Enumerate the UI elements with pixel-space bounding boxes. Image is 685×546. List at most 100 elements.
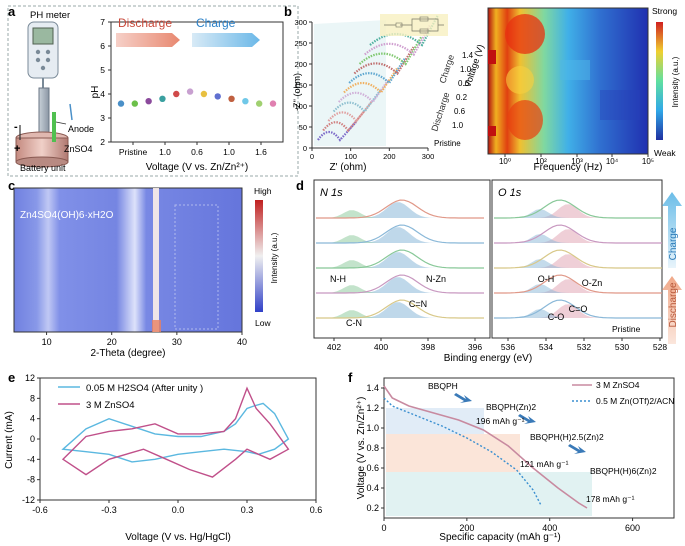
eis-voltage-tick: 0.2 [456,93,468,102]
discharge-label: Discharge [118,16,172,30]
e-plot-frame [39,377,317,501]
eis-voltage-tick: 1.0 [460,65,472,74]
o1s-peak [494,204,662,218]
eis-voltage-tick: 1.0 [452,121,464,130]
panel-a: PH meter Anode ZnSO4 Battery unit - + 2 3… [7,5,299,177]
f-capacity-2: 121 mAh g⁻¹ [520,459,569,469]
c-colorbar [255,200,263,312]
f-xtick-label: 0 [381,523,386,533]
ph-points [117,88,277,107]
eis-curve [327,99,374,123]
ph-xtick-label: 1.0 [159,147,171,157]
n1s-peak [316,285,484,293]
xps-peak-label: C=O [569,304,588,314]
xps-peak-label: O-Zn [582,278,603,288]
c-cbar-low: Low [255,318,271,328]
circuit-inset [380,14,448,36]
xps-peak-label: C-O [548,312,565,322]
f-ytick-label: 0.2 [366,503,379,513]
hm-xtick-label: 10⁵ [642,157,654,166]
eis-ytick-label: 300 [294,18,307,27]
eis-voltage-tick: 1.4 [462,51,474,60]
b-cbar-weak: Weak [654,148,676,158]
hm-xtick-label: 10⁴ [606,157,619,166]
f-legend-1: 3 M ZnSO4 [596,380,640,390]
d-xtick-label: 402 [327,342,341,352]
panel-letter-d: d [296,178,304,193]
eis-voltage-tick: 0.6 [458,79,470,88]
f-species-label: BBQPH(H)2.5(Zn)2 [530,432,604,442]
f-ylabel: Voltage (V vs. Zn/Zn²⁺) [356,397,367,500]
o1s-peak [494,304,662,318]
b-heatmap-features [488,14,640,140]
eis-xlabel: Z' (ohm) [330,162,367,173]
anode-label: Anode [68,124,94,134]
e-ytick-label: -12 [22,495,35,505]
d-pristine-label: Pristine [612,324,641,334]
d-xtick-label: 396 [468,342,482,352]
eis-ytick-label: 150 [294,81,307,90]
eis-discharge-label: Discharge [429,91,451,133]
f-ytick-label: 0.8 [366,443,379,453]
n1s-peak [316,302,484,318]
f-ytick-label: 0.6 [366,463,379,473]
c-heatmap [13,187,243,333]
ph-point [186,88,194,95]
o1s-envelope [494,224,662,244]
f-capacity-1: 196 mAh g⁻¹ [476,416,525,426]
ph-xtick-label: 1.6 [255,147,267,157]
ph-ytick-label: 5 [100,65,105,75]
ph-yticks: 2 3 4 5 6 7 [100,17,111,147]
o1s-title: O 1s [498,187,522,199]
f-series-acn [383,397,543,507]
eis-curve [369,14,439,47]
c-cbar-label: Intensity (a.u.) [270,232,279,283]
o1s-peak [494,229,662,243]
f-xtick-label: 600 [625,523,640,533]
panel-letter-f: f [348,370,353,385]
eis-curve [358,35,423,66]
o1s-peak [494,234,662,243]
charge-label: Charge [196,16,236,30]
e-ytick-label: 8 [30,393,35,403]
e-xtick-label: 0.6 [310,505,323,515]
f-xtick-label: 200 [459,523,474,533]
panel-f: 0.2 0.4 0.6 0.8 1.0 1.2 1.4 0 200 400 600 3 M ZnS… [356,377,675,543]
b-heatmap-xlabel: Frequency (Hz) [534,162,603,173]
e-ytick-label: 4 [30,414,35,424]
ph-point [131,100,139,107]
ph-ytick-label: 3 [100,113,105,123]
o1s-peak [494,209,662,218]
panel-letter-b: b [284,4,292,19]
f-xticks: 0 200 400 600 [381,518,640,533]
f-ytick-label: 0.4 [366,483,379,493]
e-legend-2: 3 M ZnSO4 [86,400,135,411]
f-species-label: BBQPH(Zn)2 [486,402,536,412]
e-ytick-label: -8 [27,475,35,485]
b-cbar-label: Intensity (a.u.) [671,56,680,107]
eis-curve [364,25,431,57]
xps-curves [316,199,662,319]
xps-peak-label: C-N [346,318,362,328]
c-xlabel: 2-Theta (degree) [90,348,165,359]
panel-a-border [7,5,299,177]
c-xticks: 10 20 30 40 [42,332,247,347]
panel-letter-e: e [8,370,15,385]
eis-ytick-label: 100 [294,102,307,111]
ph-xticks: Pristine 1.0 0.6 1.0 1.6 [119,142,267,157]
panel-e: -12 -8 -4 0 4 8 12 -0.6 -0.3 0.0 0.3 0.6 0.05 M H2… [4,373,322,543]
f-xtick-label: 400 [542,523,557,533]
eis-xtick-label: 300 [422,152,435,161]
ph-ytick-label: 4 [100,89,105,99]
e-legend-1: 0.05 M H2SO4 (After unity ) [86,383,203,394]
f-ytick-label: 1.0 [366,423,379,433]
o1s-envelope [494,199,662,219]
n1s-peak [316,210,484,218]
xps-peak-labels: N-H N-Zn C=N C-N O-H O-Zn C=O C-O [330,274,602,328]
o1s-peak [494,259,662,268]
d-charge-arrow [662,192,682,268]
b-colorbar [656,22,663,140]
o1s-peak [494,284,662,293]
n1s-envelope [316,299,484,319]
c-cbar-high: High [254,186,272,196]
